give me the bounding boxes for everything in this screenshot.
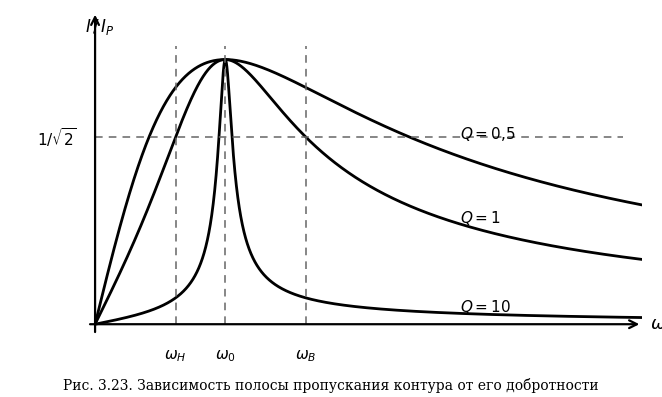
Text: $\omega_H$: $\omega_H$	[164, 348, 187, 364]
Text: $\omega_0$: $\omega_0$	[215, 348, 236, 364]
Text: $\omega$: $\omega$	[650, 315, 662, 333]
Text: Рис. 3.23. Зависимость полосы пропускания контура от его добротности: Рис. 3.23. Зависимость полосы пропускани…	[63, 378, 599, 393]
Text: $I\,/\,I_P$: $I\,/\,I_P$	[85, 17, 115, 37]
Text: $Q = 1$: $Q = 1$	[460, 209, 500, 227]
Text: $1/\sqrt{2}$: $1/\sqrt{2}$	[37, 125, 77, 148]
Text: $\omega_B$: $\omega_B$	[295, 348, 316, 364]
Text: $Q = 10$: $Q = 10$	[460, 298, 511, 316]
Text: $Q = 0{,}5$: $Q = 0{,}5$	[460, 125, 516, 143]
